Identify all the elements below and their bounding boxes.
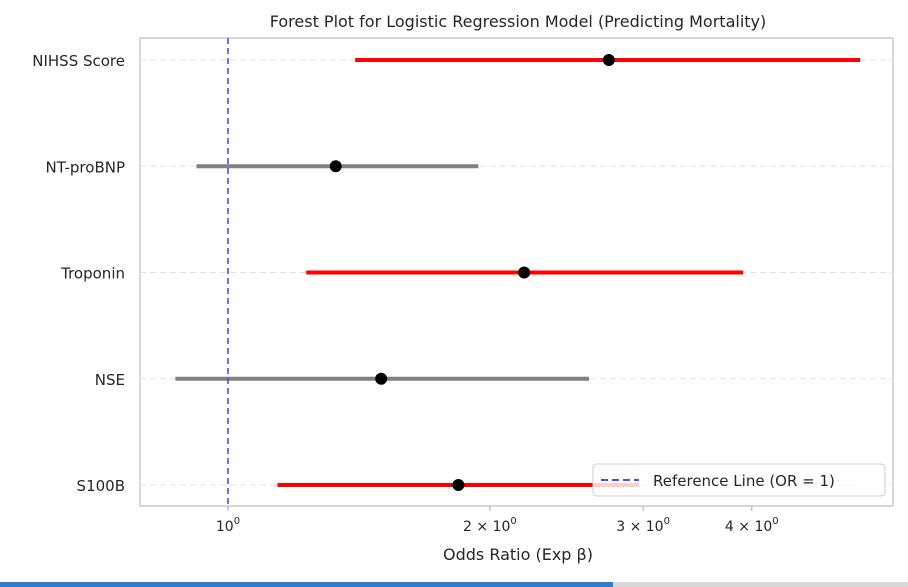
chart-title: Forest Plot for Logistic Regression Mode… (270, 12, 767, 31)
legend-frame (592, 463, 886, 497)
odds-ratio-point (452, 479, 465, 491)
progress-bar-track (613, 582, 908, 587)
odds-ratio-point (375, 372, 388, 385)
legend: Reference Line (OR = 1) (592, 463, 886, 497)
x-axis-label: Odds Ratio (Exp β) (443, 545, 593, 564)
x-tick-label: 4 × 100 (725, 516, 779, 535)
y-tick-label: Troponin (60, 265, 125, 283)
x-tick-label: 3 × 100 (616, 516, 670, 535)
y-tick-label: S100B (77, 477, 125, 495)
x-tick-label: 100 (216, 516, 240, 535)
x-tick-label: 2 × 100 (463, 516, 517, 535)
progress-bar-fill (0, 582, 613, 587)
y-tick-label: NT-proBNP (45, 158, 125, 176)
odds-ratio-point (329, 160, 342, 173)
y-tick-label: NSE (95, 371, 125, 389)
odds-ratio-point (518, 266, 531, 279)
legend-label: Reference Line (OR = 1) (653, 472, 835, 490)
odds-ratio-point (602, 54, 615, 66)
y-tick-label: NIHSS Score (32, 52, 125, 70)
